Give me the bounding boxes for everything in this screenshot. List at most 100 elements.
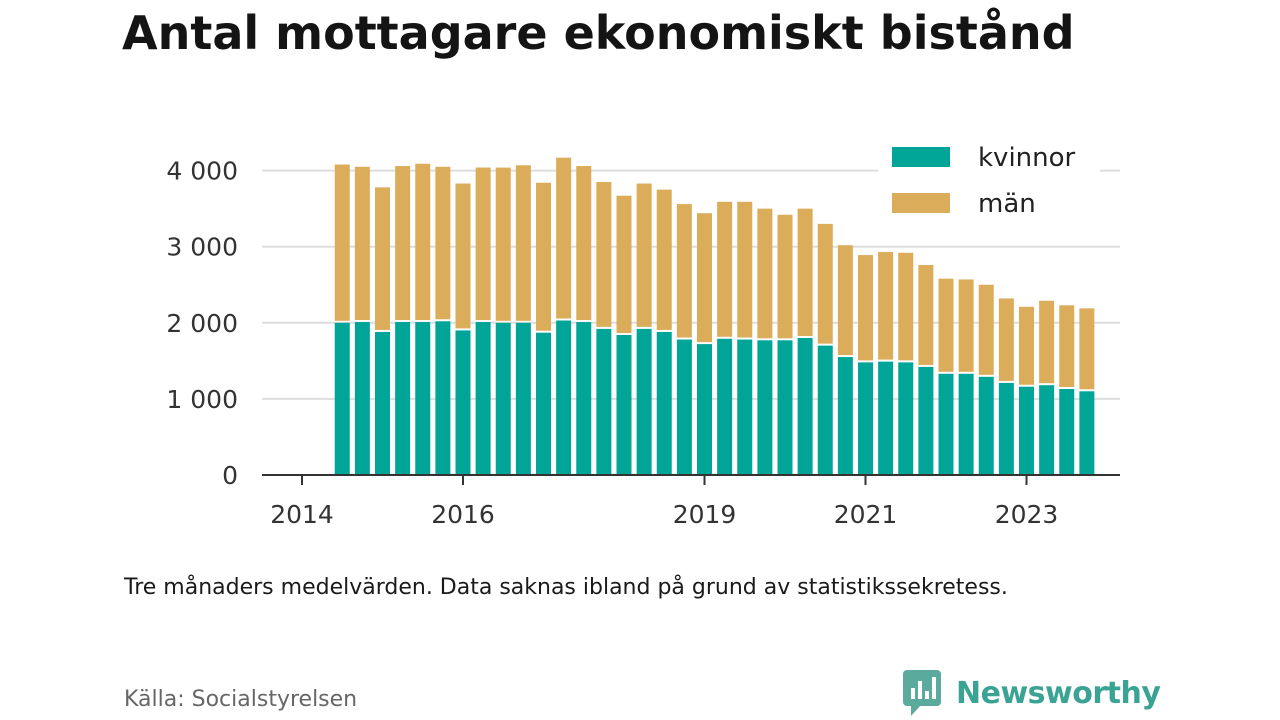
bar-man: [958, 279, 974, 372]
bar-man: [636, 183, 652, 327]
legend: kvinnor män: [878, 132, 1100, 222]
bar-man: [938, 278, 954, 372]
bar-kvinnor: [676, 339, 692, 475]
x-tick-label: 2021: [834, 500, 898, 529]
bar-kvinnor: [395, 322, 411, 475]
legend-swatch-man: [892, 193, 950, 213]
newsworthy-brand[interactable]: Newsworthy: [902, 670, 1161, 716]
bar-kvinnor: [475, 322, 491, 475]
bar-kvinnor: [958, 373, 974, 475]
bar-man: [737, 201, 753, 338]
bar-kvinnor: [858, 362, 873, 475]
y-tick-label: 2 000: [166, 309, 238, 338]
y-tick-label: 3 000: [166, 233, 238, 262]
bar-man: [676, 204, 692, 338]
y-tick-label: 1 000: [166, 385, 238, 414]
bar-man: [777, 214, 793, 339]
bar-man: [556, 157, 572, 319]
y-tick-label: 4 000: [166, 157, 238, 186]
chart-note: Tre månaders medelvärden. Data saknas ib…: [124, 575, 1008, 600]
bar-kvinnor: [817, 345, 833, 475]
legend-swatch-kvinnor: [892, 147, 950, 167]
bar-kvinnor: [918, 366, 934, 475]
bar-man: [455, 183, 471, 329]
bar-man: [837, 245, 853, 356]
bar-kvinnor: [1039, 385, 1055, 475]
bar-kvinnor: [837, 357, 853, 475]
x-tick-label: 2014: [270, 500, 334, 529]
bar-man: [1019, 306, 1034, 385]
bar-kvinnor: [757, 340, 773, 475]
bar-man: [898, 252, 914, 361]
bar-man: [495, 167, 511, 321]
axes: 0 1 000 2 000 3 000 4 000 2014 2016 2019 2021 202…: [166, 157, 1120, 529]
bar-kvinnor: [938, 373, 954, 475]
bars: [334, 157, 1095, 475]
bar-man: [354, 166, 370, 321]
bar-kvinnor: [1059, 389, 1075, 475]
bar-man: [536, 182, 551, 331]
bar-man: [717, 201, 733, 337]
bar-man: [616, 195, 632, 333]
x-tick-label: 2016: [431, 500, 495, 529]
bar-man: [435, 166, 451, 320]
bar-kvinnor: [797, 338, 813, 475]
bar-kvinnor: [435, 321, 451, 475]
bar-kvinnor: [978, 376, 994, 475]
bar-man: [817, 223, 833, 344]
bar-man: [656, 189, 672, 330]
bar-kvinnor: [455, 330, 471, 475]
bar-man: [757, 208, 773, 339]
legend-label: män: [978, 189, 1036, 219]
x-tick-label: 2019: [673, 500, 737, 529]
bar-kvinnor: [998, 382, 1014, 475]
x-tick-label: 2023: [995, 500, 1059, 529]
bar-kvinnor: [656, 331, 672, 475]
legend-label: kvinnor: [978, 143, 1076, 173]
bar-kvinnor: [536, 332, 551, 475]
bar-man: [415, 163, 431, 321]
bar-man: [1079, 308, 1095, 390]
bar-man: [1059, 305, 1075, 388]
bar-kvinnor: [495, 322, 511, 475]
bar-kvinnor: [556, 320, 572, 475]
bar-kvinnor: [375, 331, 390, 475]
chart-title: Antal mottagare ekonomiskt bistånd: [122, 6, 1075, 60]
bar-kvinnor: [1079, 391, 1095, 475]
bar-kvinnor: [596, 328, 612, 475]
bar-kvinnor: [415, 322, 431, 475]
bar-kvinnor: [777, 340, 793, 475]
source-credit: Källa: Socialstyrelsen: [124, 687, 358, 712]
bar-man: [596, 182, 612, 327]
bar-kvinnor: [515, 322, 531, 475]
bar-man: [797, 208, 813, 337]
bar-man: [395, 166, 411, 321]
bar-man: [697, 213, 712, 343]
bar-man: [858, 255, 873, 361]
bar-man: [475, 167, 491, 321]
bar-kvinnor: [576, 322, 592, 475]
bar-kvinnor: [616, 334, 632, 475]
brand-name: Newsworthy: [956, 675, 1161, 711]
bar-kvinnor: [737, 339, 753, 475]
bar-man: [375, 187, 390, 330]
bar-kvinnor: [717, 338, 733, 475]
bar-man: [515, 165, 531, 321]
bar-kvinnor: [636, 328, 652, 475]
bar-kvinnor: [354, 322, 370, 475]
bar-man: [334, 164, 350, 321]
newsworthy-logo-icon: [903, 670, 941, 716]
bar-kvinnor: [878, 361, 894, 475]
bar-man: [998, 298, 1014, 381]
bar-man: [1039, 300, 1055, 384]
bar-man: [576, 166, 592, 321]
bar-kvinnor: [334, 322, 350, 475]
bar-man: [918, 264, 934, 365]
bar-kvinnor: [1019, 386, 1034, 475]
y-tick-label: 0: [222, 461, 238, 490]
bar-kvinnor: [898, 362, 914, 475]
bar-kvinnor: [697, 344, 712, 475]
bar-man: [878, 252, 894, 360]
bar-man: [978, 284, 994, 375]
